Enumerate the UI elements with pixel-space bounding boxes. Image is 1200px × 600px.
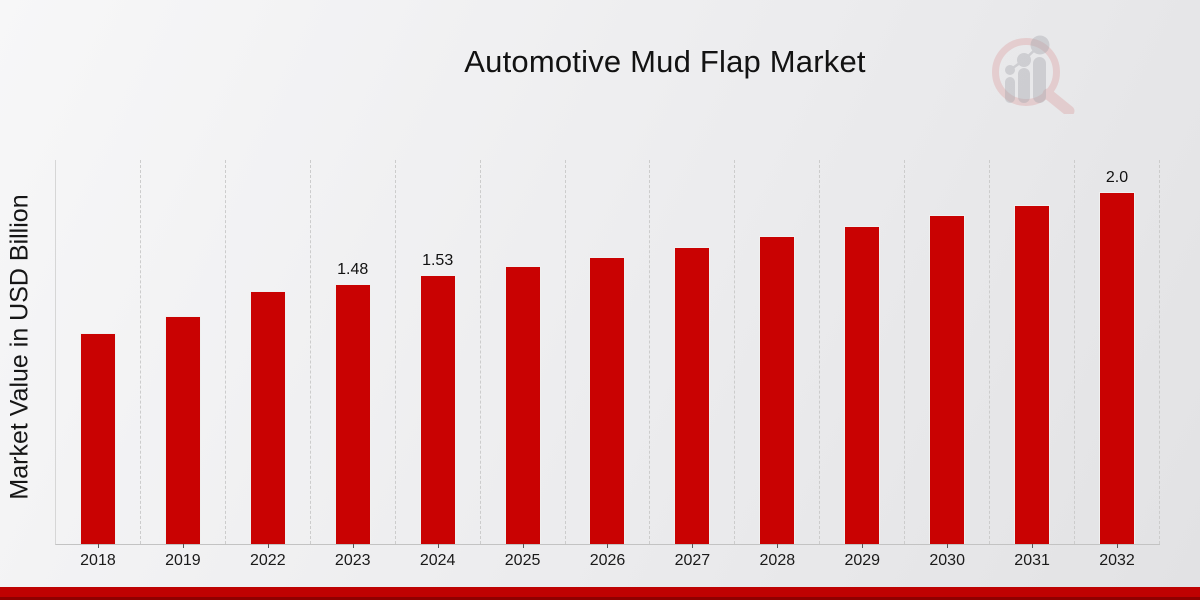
x-axis-tick xyxy=(352,544,354,548)
x-axis-tick xyxy=(97,544,99,548)
x-tick-label-2019: 2019 xyxy=(165,552,201,569)
x-tick-label-2029: 2029 xyxy=(844,552,881,569)
category-slot-2024: 1.53 2024 xyxy=(396,160,481,569)
x-tick-label-2018: 2018 xyxy=(80,552,116,569)
x-tick-label-2031: 2031 xyxy=(1014,552,1050,569)
bar-value-label-2024: 1.53 xyxy=(422,252,454,269)
bar-value-label-2023: 1.48 xyxy=(337,260,369,278)
chart-title: Automotive Mud Flap Market xyxy=(464,44,866,79)
x-tick-label-2032: 2032 xyxy=(1099,552,1135,569)
bar-2029 xyxy=(844,225,881,544)
x-axis-tick xyxy=(607,544,609,548)
x-axis-tick xyxy=(777,544,779,548)
x-tick-label-2024: 2024 xyxy=(419,552,456,569)
bar-2028 xyxy=(759,236,796,544)
category-slot-2032: 2.0 2032 xyxy=(1075,160,1160,569)
bar-2031 xyxy=(1014,204,1051,544)
magnifier-bar-chart-logo-watermark xyxy=(992,35,1075,114)
bar-2025 xyxy=(504,266,541,544)
x-tick-label-2026: 2026 xyxy=(589,552,626,569)
category-slot-2027: 2027 xyxy=(650,160,736,569)
bar-value-label-2032: 2.0 xyxy=(1105,169,1129,187)
category-slot-2026: 2026 xyxy=(566,160,651,569)
x-axis-tick xyxy=(182,544,184,548)
bar-2024 xyxy=(419,275,456,544)
x-axis-tick xyxy=(692,544,694,548)
x-axis-tick xyxy=(862,544,864,548)
x-tick-label-2023: 2023 xyxy=(334,552,371,569)
footer-red-band xyxy=(0,587,1200,600)
bar-2018 xyxy=(79,333,116,544)
x-axis-tick xyxy=(522,544,524,548)
category-slot-2022: 2022 xyxy=(226,160,311,569)
magnifier-icon xyxy=(992,38,1075,114)
x-axis-tick xyxy=(1032,544,1034,548)
category-slot-2030: 2030 xyxy=(905,160,991,569)
x-tick-label-2028: 2028 xyxy=(759,552,796,569)
x-axis-tick xyxy=(267,544,269,548)
plot-area: 2018 2019 2022 1.48 2023 1.53 2024 2025 2026 2027… xyxy=(55,160,1160,569)
category-slot-2025: 2025 xyxy=(481,160,566,569)
x-axis-tick xyxy=(1117,544,1119,548)
x-axis-tick xyxy=(437,544,439,548)
bar-2027 xyxy=(674,246,711,544)
bar-2030 xyxy=(929,215,966,544)
x-tick-label-2025: 2025 xyxy=(504,552,541,569)
bar-2023 xyxy=(334,283,371,544)
x-tick-label-2030: 2030 xyxy=(929,552,965,569)
category-slot-2031: 2031 xyxy=(990,160,1076,569)
bar-2032 xyxy=(1099,192,1136,544)
x-axis-tick xyxy=(947,544,949,548)
x-tick-label-2022: 2022 xyxy=(250,552,286,569)
bar-2022 xyxy=(249,290,286,544)
bar-2026 xyxy=(589,257,626,544)
category-slot-2018: 2018 xyxy=(56,160,141,569)
category-slot-2019: 2019 xyxy=(141,160,226,569)
bar-2019 xyxy=(164,315,201,544)
x-tick-label-2027: 2027 xyxy=(674,552,711,569)
y-axis-label: Market Value in USD Billion xyxy=(5,194,34,500)
trend-bars-icon xyxy=(1005,35,1050,103)
category-slot-2023: 1.48 2023 xyxy=(311,160,396,569)
category-slot-2029: 2029 xyxy=(820,160,906,569)
category-slot-2028: 2028 xyxy=(735,160,821,569)
